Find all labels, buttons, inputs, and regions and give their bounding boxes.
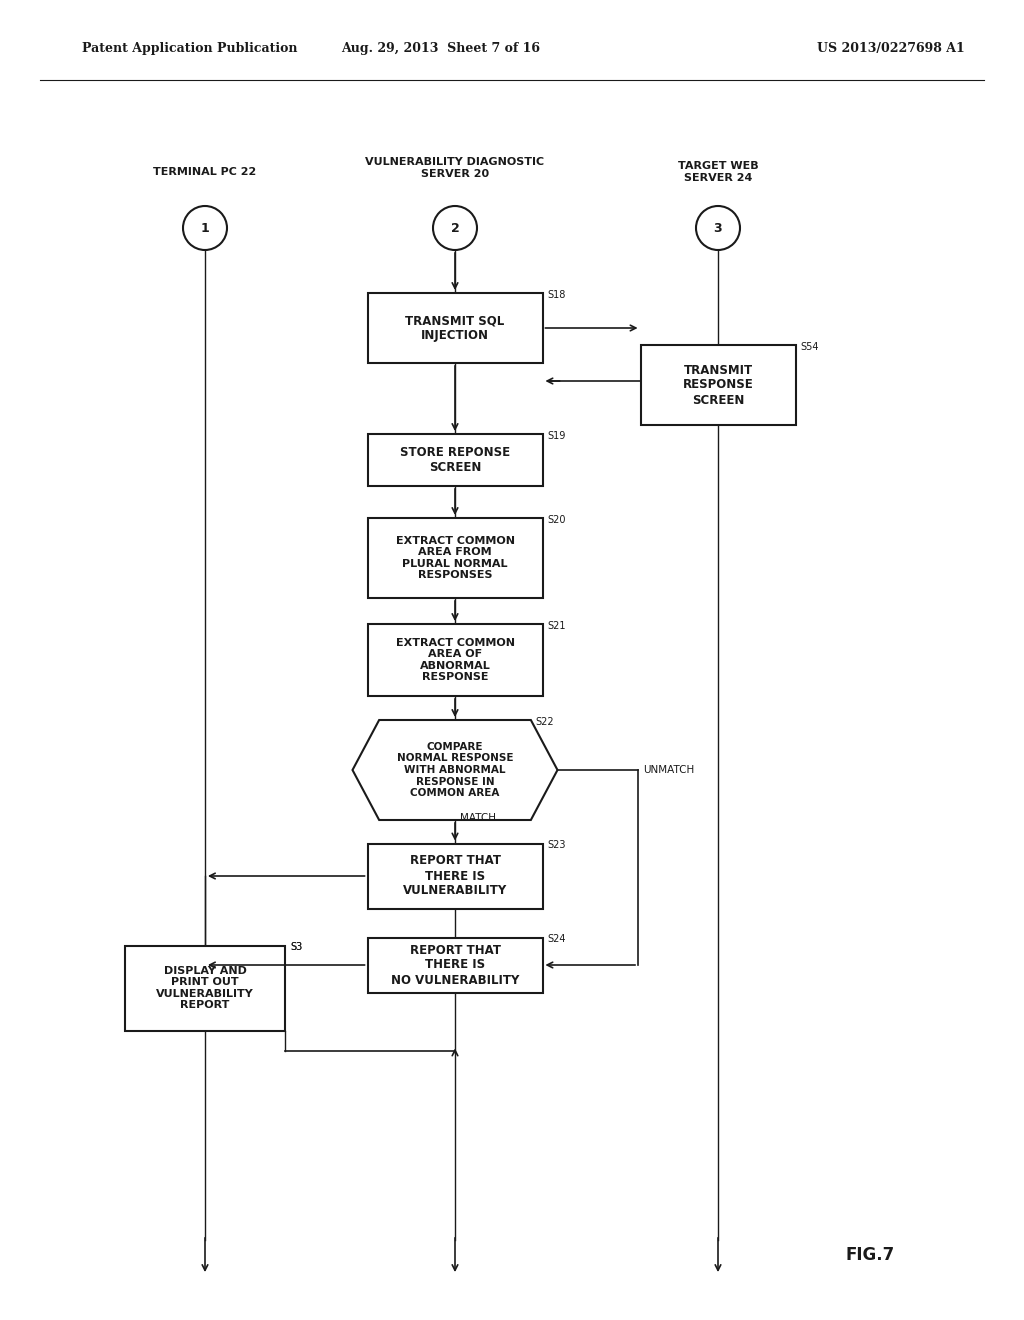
Text: S3: S3 xyxy=(290,942,302,953)
FancyBboxPatch shape xyxy=(368,434,543,486)
Text: TARGET WEB
SERVER 24: TARGET WEB SERVER 24 xyxy=(678,161,759,182)
Text: COMPARE
NORMAL RESPONSE
WITH ABNORMAL
RESPONSE IN
COMMON AREA: COMPARE NORMAL RESPONSE WITH ABNORMAL RE… xyxy=(396,742,513,799)
Polygon shape xyxy=(352,719,557,820)
Circle shape xyxy=(183,206,227,249)
FancyBboxPatch shape xyxy=(368,517,543,598)
Text: DISPLAY AND
PRINT OUT
VULNERABILITY
REPORT: DISPLAY AND PRINT OUT VULNERABILITY REPO… xyxy=(156,966,254,1010)
Text: TRANSMIT
RESPONSE
SCREEN: TRANSMIT RESPONSE SCREEN xyxy=(683,363,754,407)
Text: Aug. 29, 2013  Sheet 7 of 16: Aug. 29, 2013 Sheet 7 of 16 xyxy=(341,42,540,55)
Text: S22: S22 xyxy=(536,717,554,727)
Text: Patent Application Publication: Patent Application Publication xyxy=(82,42,297,55)
Circle shape xyxy=(433,206,477,249)
Text: VULNERABILITY DIAGNOSTIC
SERVER 20: VULNERABILITY DIAGNOSTIC SERVER 20 xyxy=(366,157,545,178)
Circle shape xyxy=(696,206,740,249)
Text: S20: S20 xyxy=(548,515,566,525)
Text: 1: 1 xyxy=(201,222,209,235)
Text: S18: S18 xyxy=(548,290,566,300)
FancyBboxPatch shape xyxy=(640,345,796,425)
Text: S24: S24 xyxy=(548,935,566,945)
Text: REPORT THAT
THERE IS
VULNERABILITY: REPORT THAT THERE IS VULNERABILITY xyxy=(402,854,507,898)
Text: UNMATCH: UNMATCH xyxy=(643,766,694,775)
FancyBboxPatch shape xyxy=(368,937,543,993)
FancyBboxPatch shape xyxy=(368,293,543,363)
Text: TERMINAL PC 22: TERMINAL PC 22 xyxy=(154,168,257,177)
Text: S3: S3 xyxy=(290,942,302,953)
Text: 2: 2 xyxy=(451,222,460,235)
FancyBboxPatch shape xyxy=(125,945,285,1031)
Text: S54: S54 xyxy=(801,342,819,352)
Text: FIG.7: FIG.7 xyxy=(846,1246,895,1265)
Text: S21: S21 xyxy=(548,620,566,631)
Text: EXTRACT COMMON
AREA FROM
PLURAL NORMAL
RESPONSES: EXTRACT COMMON AREA FROM PLURAL NORMAL R… xyxy=(395,536,514,581)
Text: EXTRACT COMMON
AREA OF
ABNORMAL
RESPONSE: EXTRACT COMMON AREA OF ABNORMAL RESPONSE xyxy=(395,638,514,682)
Text: US 2013/0227698 A1: US 2013/0227698 A1 xyxy=(817,42,965,55)
FancyBboxPatch shape xyxy=(368,843,543,908)
Text: REPORT THAT
THERE IS
NO VULNERABILITY: REPORT THAT THERE IS NO VULNERABILITY xyxy=(391,944,519,986)
Text: S19: S19 xyxy=(548,432,566,441)
Text: TRANSMIT SQL
INJECTION: TRANSMIT SQL INJECTION xyxy=(406,314,505,342)
Text: 3: 3 xyxy=(714,222,722,235)
Text: S23: S23 xyxy=(548,841,566,850)
FancyBboxPatch shape xyxy=(368,624,543,696)
Text: MATCH: MATCH xyxy=(460,813,496,822)
Text: STORE REPONSE
SCREEN: STORE REPONSE SCREEN xyxy=(400,446,510,474)
